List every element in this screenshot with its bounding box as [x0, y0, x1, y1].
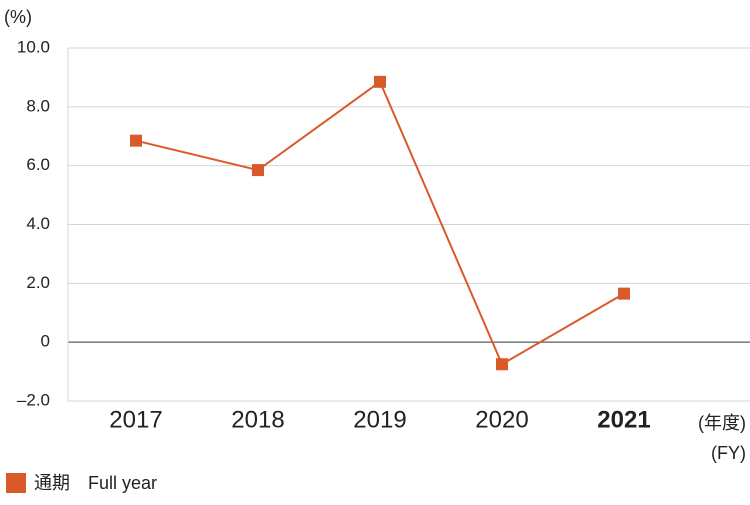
x-axis-label: (年度): [698, 413, 746, 433]
marker: [496, 358, 508, 371]
marker: [374, 75, 386, 88]
y-tick-label: 8.0: [26, 96, 50, 115]
marker: [618, 287, 630, 300]
x-tick-label: 2019: [353, 406, 406, 433]
y-tick-label: 2.0: [26, 273, 50, 292]
y-axis-label: (%): [4, 7, 32, 27]
series-line: [135, 80, 625, 366]
legend-swatch: [6, 473, 26, 493]
x-tick-label: 2018: [231, 406, 284, 433]
legend-label: 通期 Full year: [34, 473, 157, 493]
marker: [130, 134, 142, 147]
y-tick-label: 6.0: [26, 155, 50, 174]
x-tick-label: 2021: [597, 406, 650, 433]
y-tick-label: 10.0: [17, 37, 50, 56]
y-tick-label: –2.0: [17, 390, 50, 409]
x-tick-label: 2020: [475, 406, 528, 433]
x-tick-label: 2017: [109, 406, 162, 433]
x-axis-label-en: (FY): [711, 443, 746, 463]
y-tick-label: 0: [41, 332, 50, 351]
y-tick-label: 4.0: [26, 214, 50, 233]
marker: [252, 164, 264, 177]
